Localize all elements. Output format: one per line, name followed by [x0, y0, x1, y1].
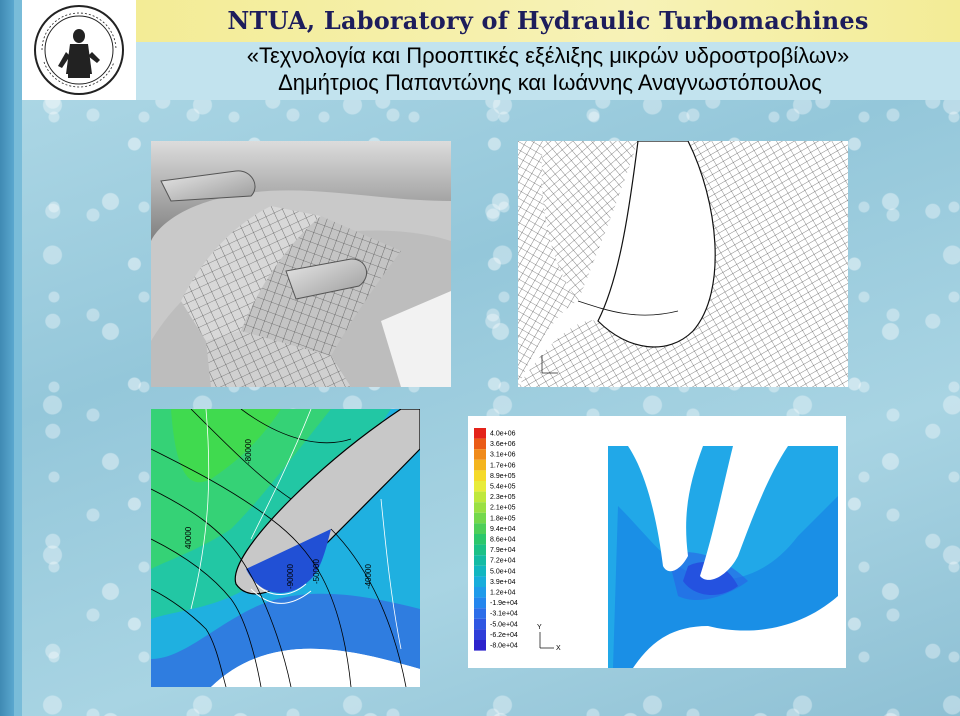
legend-label: 9.4e+04	[490, 526, 516, 533]
legend-swatch	[474, 502, 486, 513]
legend-label: 3.1e+06	[490, 452, 516, 459]
legend-label: 3.6e+06	[490, 441, 516, 448]
legend-swatch	[474, 587, 486, 598]
legend-swatch	[474, 544, 486, 556]
legend-swatch	[474, 481, 486, 492]
contour-label: -90000	[286, 564, 295, 589]
axis-triad-icon	[541, 355, 558, 374]
legend-swatch	[474, 491, 486, 503]
legend-label: 5.4e+05	[490, 484, 516, 491]
subtitle-band	[136, 42, 960, 100]
blade-grid-2d-image	[518, 141, 848, 387]
legend-swatch	[474, 523, 486, 534]
legend-label: -5.0e+04	[490, 621, 518, 628]
legend-swatch	[474, 470, 486, 481]
page-title: NTUA, Laboratory of Hydraulic Turbomachi…	[227, 6, 869, 35]
presentation-subtitle: «Τεχνολογία και Προοπτικές εξέλιξης μικρ…	[246, 43, 850, 68]
legend-swatch	[474, 555, 486, 566]
legend-swatch	[474, 565, 486, 577]
legend-label: 8.6e+04	[490, 537, 516, 544]
legend-swatch	[474, 629, 486, 640]
legend-label: 5.0e+04	[490, 568, 516, 575]
legend-swatch	[474, 640, 486, 651]
pressure-field-plot: 4.0e+06 3.6e+06 3.1e+06 1.7e+06 8.9e+05 5.4e+…	[468, 416, 846, 668]
legend-swatch	[474, 459, 486, 471]
authors-line: Δημήτριος Παπαντώνης και Ιωάννης Αναγνωσ…	[278, 70, 822, 95]
header-band	[136, 0, 960, 42]
legend-swatch	[474, 428, 486, 439]
legend-label: 1.7e+06	[490, 462, 516, 469]
legend-label: 7.2e+04	[490, 558, 516, 565]
axis-x-label: X	[556, 645, 561, 652]
legend-swatch	[474, 608, 486, 619]
contour-label: 40000	[184, 526, 193, 549]
legend-label: 4.0e+06	[490, 431, 516, 438]
left-accent-strip	[0, 0, 14, 716]
legend-swatch	[474, 438, 486, 450]
legend-label: 1.2e+04	[490, 590, 516, 597]
color-legend: 4.0e+06 3.6e+06 3.1e+06 1.7e+06 8.9e+05 5.4e+…	[474, 428, 518, 651]
axis-y-label: Y	[537, 624, 542, 631]
legend-label: 1.8e+05	[490, 515, 516, 522]
legend-label: -8.0e+04	[490, 643, 518, 650]
legend-swatch	[474, 534, 486, 545]
legend-swatch	[474, 597, 486, 609]
contour-label: -40000	[364, 564, 373, 589]
legend-label: 2.3e+05	[490, 494, 516, 501]
legend-swatch	[474, 576, 486, 587]
legend-swatch	[474, 449, 486, 460]
legend-label: 2.1e+05	[490, 505, 516, 512]
legend-label: -1.9e+04	[490, 600, 518, 607]
axis-triad-icon	[539, 632, 554, 649]
contour-label: -80000	[244, 439, 253, 464]
ntua-seal-icon	[22, 0, 137, 100]
legend-swatch	[474, 618, 486, 630]
legend-swatch	[474, 512, 486, 524]
legend-label: 3.9e+04	[490, 579, 516, 586]
pressure-contour-plot: -80000 40000 -90000 -50000 -40000	[151, 409, 420, 687]
contour-label: -50000	[312, 559, 321, 584]
legend-label: 7.9e+04	[490, 547, 516, 554]
legend-label: -3.1e+04	[490, 611, 518, 618]
legend-label: 8.9e+05	[490, 473, 516, 480]
left-accent-strip-light	[14, 0, 22, 716]
turbine-mesh-3d-image	[151, 141, 451, 387]
legend-label: -6.2e+04	[490, 632, 518, 639]
